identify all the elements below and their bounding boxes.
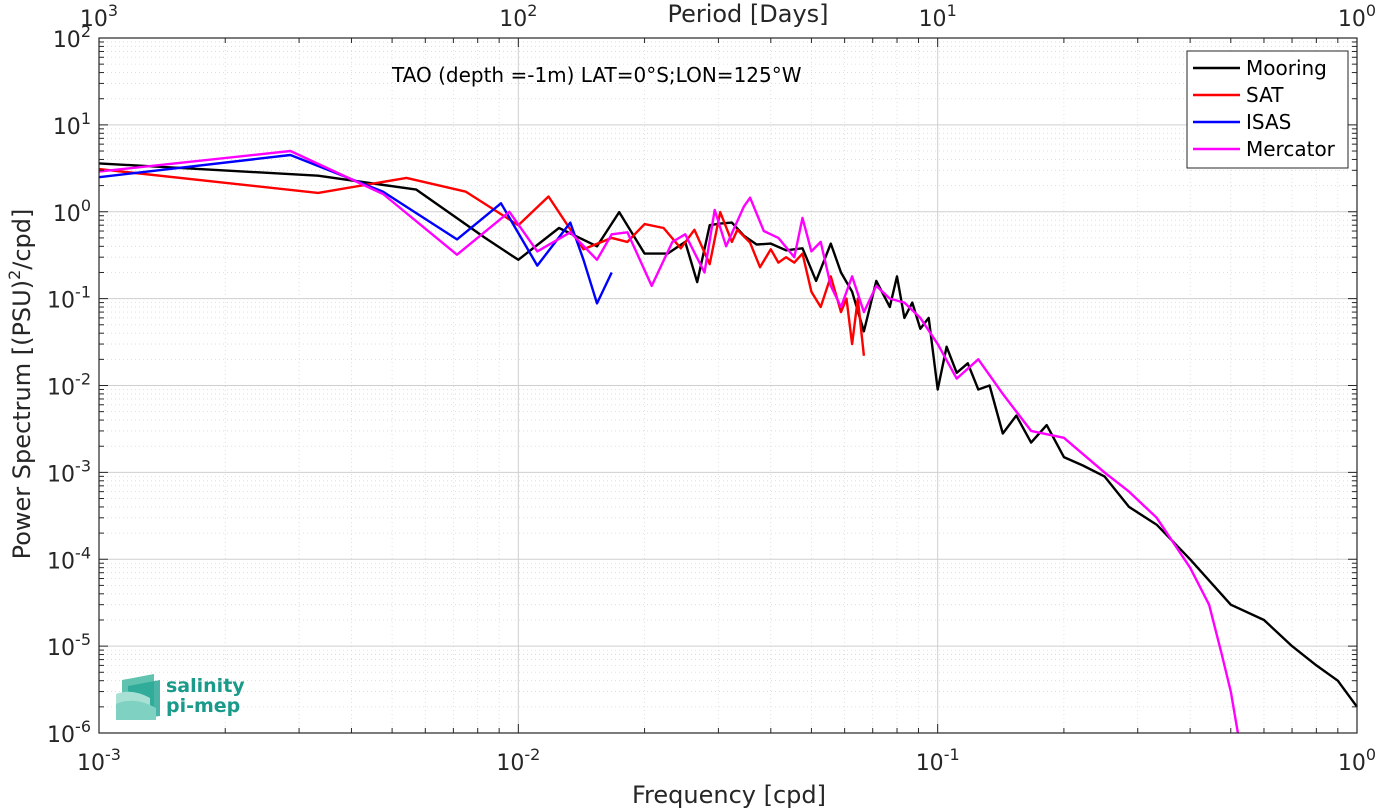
- x-tick-label: 10-3: [77, 745, 121, 776]
- y-tick-label: 102: [53, 22, 91, 53]
- legend: Mooring SAT ISAS Mercator: [1186, 50, 1349, 169]
- top-tick-label: 101: [919, 1, 957, 32]
- top-tick-label: 100: [1338, 1, 1376, 32]
- y-axis-title-sup: 2: [5, 270, 24, 280]
- x-tick-label: 10-1: [916, 745, 960, 776]
- y-tick-label: 10-4: [47, 543, 91, 574]
- legend-label-sat: SAT: [1246, 83, 1284, 107]
- y-tick-label: 10-3: [47, 456, 91, 487]
- salinity-pi-mep-logo: salinity pi-mep: [116, 674, 245, 720]
- y-axis-title-main: Power Spectrum [(PSU): [8, 280, 36, 559]
- y-axis-title-group: Power Spectrum [(PSU)2/cpd]: [5, 209, 36, 560]
- x-axis-title: Frequency [cpd]: [632, 781, 826, 809]
- top-tick-label: 103: [80, 1, 118, 32]
- logo-mark: [116, 674, 160, 720]
- series-line-mooring: [98, 162, 1358, 708]
- y-axis-title-tail: /cpd]: [8, 209, 36, 270]
- logo-line1: salinity: [166, 675, 245, 697]
- axes-frame: [98, 37, 1358, 734]
- grid-layer: [98, 37, 1358, 734]
- legend-label-isas: ISAS: [1246, 110, 1291, 134]
- chart-annotation: TAO (depth =-1m) LAT=0°S;LON=125°W: [391, 63, 802, 87]
- y-tick-label: 100: [53, 196, 91, 227]
- y-axis-title: Power Spectrum [(PSU)2/cpd]: [5, 209, 36, 560]
- x-tick-label: 10-2: [496, 745, 540, 776]
- y-tick-label: 10-1: [47, 283, 91, 314]
- series-line-mercator: [98, 149, 1240, 734]
- y-tick-label: 101: [53, 109, 91, 140]
- y-tick-label: 10-2: [47, 370, 91, 401]
- legend-label-mooring: Mooring: [1246, 56, 1327, 80]
- y-tick-label: 10-5: [47, 630, 91, 661]
- y-tick-label: 10-6: [47, 717, 91, 748]
- top-tick-label: 102: [499, 1, 537, 32]
- legend-label-mercator: Mercator: [1246, 137, 1336, 161]
- x-tick-label: 100: [1338, 745, 1376, 776]
- series-layer: [98, 149, 1358, 734]
- top-axis-title: Period [Days]: [667, 0, 828, 28]
- logo-line2: pi-mep: [166, 695, 240, 717]
